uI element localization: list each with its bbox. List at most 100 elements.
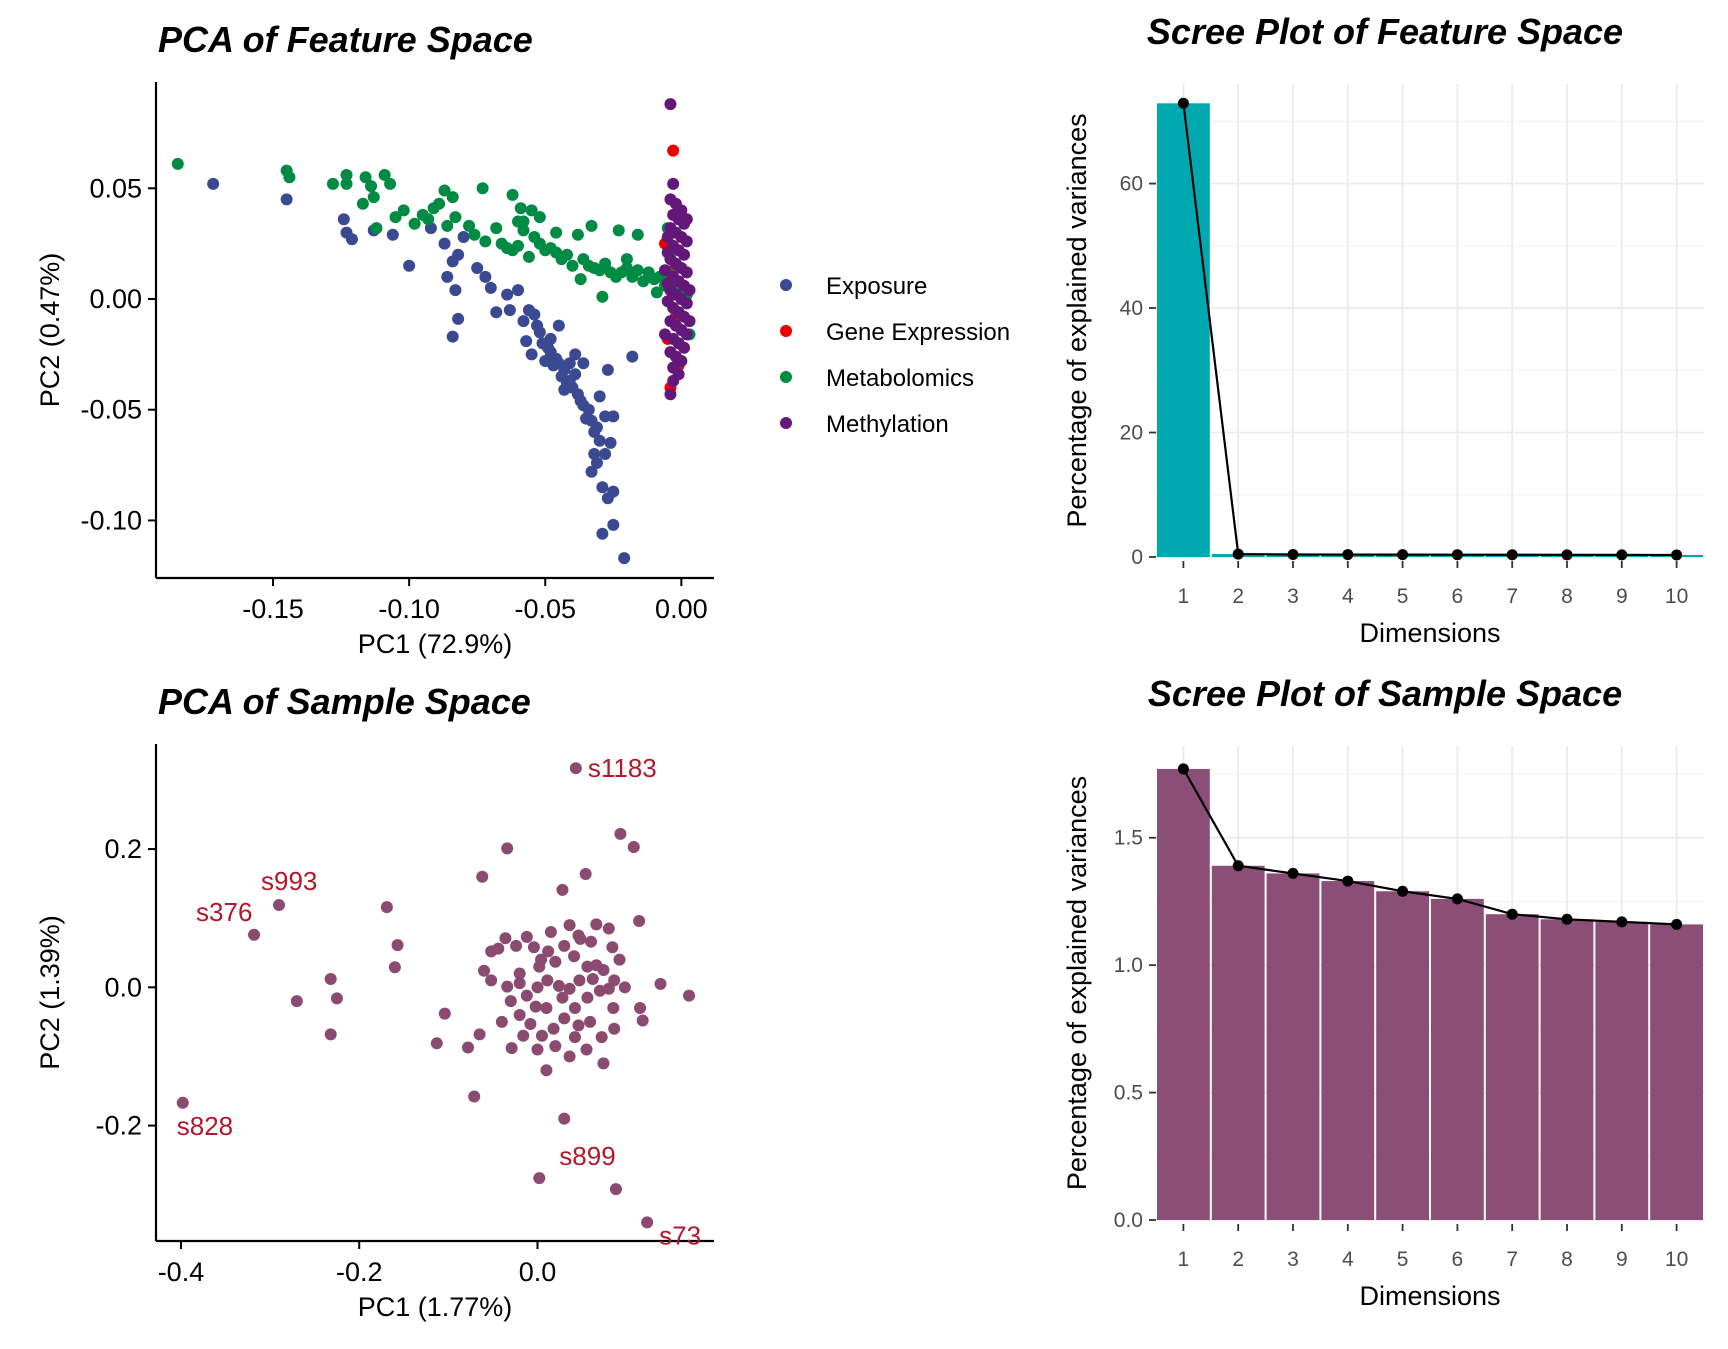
data-point — [514, 202, 527, 215]
x-tick-label: 4 — [1342, 1248, 1354, 1271]
data-point — [678, 341, 691, 354]
trend-point — [1451, 549, 1463, 561]
trend-point — [1397, 885, 1409, 897]
y-tick-label: 0.5 — [1114, 1082, 1143, 1105]
y-tick-label: 20 — [1120, 422, 1143, 445]
data-point — [661, 295, 674, 308]
panel-title: PCA of Sample Space — [158, 681, 531, 722]
legend-label: Exposure — [826, 273, 927, 300]
x-tick-label: 10 — [1665, 585, 1688, 608]
data-point — [558, 1112, 571, 1125]
data-point — [528, 308, 541, 321]
data-point — [569, 762, 582, 775]
data-point — [446, 330, 459, 343]
data-point — [549, 1040, 562, 1053]
bar — [1157, 103, 1210, 557]
data-point — [607, 410, 620, 423]
data-point — [558, 383, 571, 396]
bar — [1595, 921, 1649, 1220]
x-tick-label: 5 — [1397, 1248, 1409, 1271]
point-label: s376 — [196, 897, 252, 927]
data-point — [664, 388, 677, 401]
data-point — [596, 527, 609, 540]
data-point — [585, 465, 598, 478]
data-point — [574, 273, 587, 286]
x-tick-label: -0.15 — [242, 594, 304, 624]
y-tick-label: -0.10 — [80, 505, 142, 535]
data-point — [389, 211, 402, 224]
data-point — [609, 1183, 622, 1196]
data-point — [248, 928, 261, 941]
x-tick-label: 5 — [1397, 585, 1409, 608]
legend-label: Metabolomics — [826, 365, 974, 392]
data-point — [607, 485, 620, 498]
y-tick-label: 1.0 — [1114, 954, 1143, 977]
data-point — [520, 989, 533, 1002]
data-point — [452, 248, 465, 261]
data-point — [593, 390, 606, 403]
data-point — [476, 182, 489, 195]
data-point — [283, 171, 296, 184]
x-tick-label: 3 — [1287, 1248, 1299, 1271]
bar — [1321, 881, 1375, 1220]
data-point — [273, 899, 286, 912]
data-point — [452, 312, 465, 325]
data-point — [468, 1090, 481, 1103]
trend-point — [1397, 549, 1409, 561]
data-point — [479, 235, 492, 248]
data-point — [430, 1037, 443, 1050]
panel-title: Scree Plot of Feature Space — [1147, 11, 1623, 52]
data-point — [535, 1029, 548, 1042]
data-point — [680, 328, 693, 341]
data-point — [457, 231, 470, 243]
data-point — [525, 204, 538, 217]
x-tick-label: 6 — [1452, 585, 1464, 608]
data-point — [326, 177, 339, 190]
data-point — [476, 870, 489, 883]
data-point — [608, 1022, 621, 1035]
data-point — [590, 918, 603, 931]
trend-point — [1177, 763, 1189, 775]
data-point — [683, 989, 696, 1002]
data-point — [340, 177, 353, 190]
x-tick-label: 2 — [1232, 1248, 1244, 1271]
data-point — [449, 284, 462, 297]
data-point — [661, 246, 674, 259]
panel-title: Scree Plot of Sample Space — [1148, 673, 1622, 714]
data-point — [484, 281, 497, 294]
legend-key — [780, 279, 792, 291]
series-exposure — [207, 177, 639, 565]
data-point — [667, 144, 680, 157]
data-point — [636, 1014, 649, 1027]
bar — [1431, 898, 1484, 1220]
data-point — [517, 1029, 530, 1042]
data-point — [650, 286, 663, 299]
bar — [1376, 891, 1429, 1220]
data-point — [606, 941, 619, 954]
data-point — [391, 939, 404, 952]
data-point — [579, 867, 592, 880]
x-tick-label: 0.00 — [655, 594, 708, 624]
y-tick-label: -0.2 — [95, 1111, 142, 1141]
data-point — [544, 926, 557, 939]
data-point — [581, 991, 594, 1004]
data-point — [574, 932, 587, 945]
data-point — [572, 1019, 585, 1032]
data-point — [345, 233, 358, 246]
legend-label: Methylation — [826, 411, 949, 438]
x-tick-label: -0.05 — [514, 594, 576, 624]
data-point — [501, 980, 514, 993]
trend-point — [1232, 548, 1244, 560]
data-point — [659, 328, 672, 341]
data-point — [569, 368, 582, 381]
trend-point — [1506, 549, 1518, 561]
y-axis-label: PC2 (0.47%) — [35, 253, 65, 408]
data-point — [659, 264, 672, 277]
data-point — [678, 248, 691, 261]
data-point — [637, 275, 650, 288]
x-axis-label: PC1 (1.77%) — [358, 1292, 513, 1322]
data-point — [468, 228, 481, 241]
y-tick-label: 0.0 — [104, 972, 142, 1002]
grid-minor — [1156, 120, 1704, 496]
